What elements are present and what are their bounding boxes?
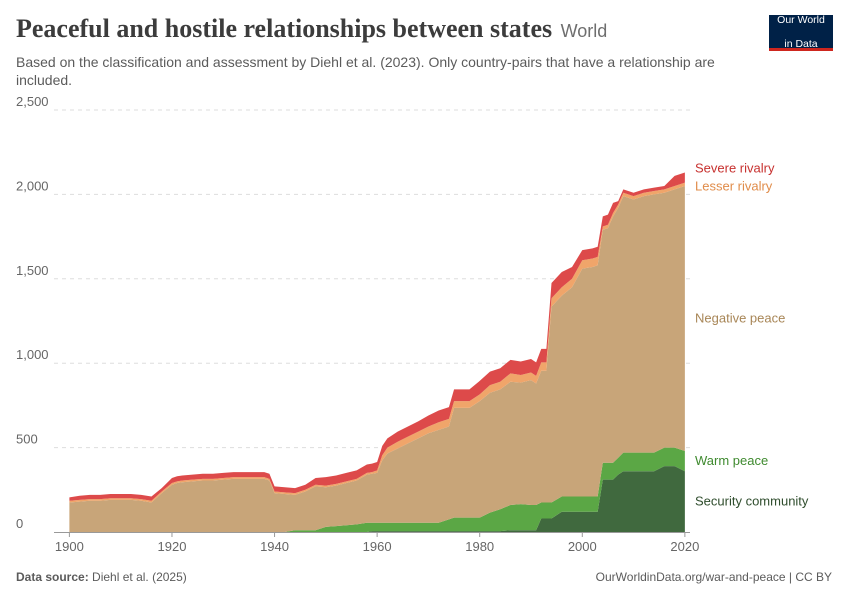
logo-line-1: Our World [777,13,825,26]
area-security-community [69,466,685,532]
series-label: Negative peace [695,310,785,325]
series-label: Security community [695,494,809,509]
series-label: Warm peace [695,453,768,468]
y-tick-label: 2,000 [16,178,49,193]
y-tick-label: 1,000 [16,347,49,362]
series-label: Severe rivalry [695,161,775,176]
x-tick-label: 1900 [55,539,84,554]
chart-subtitle: Based on the classification and assessme… [16,54,715,88]
owid-logo[interactable]: Our World in Data [769,13,833,51]
source-url[interactable]: OurWorldinData.org/war-and-peace | CC BY [595,570,832,584]
data-source-label: Data source: [16,570,89,584]
chart-title-text: Peaceful and hostile relationships betwe… [16,14,553,43]
y-tick-label: 2,500 [16,94,49,109]
y-tick-label: 500 [16,432,38,447]
logo-line-2: in Data [784,37,818,50]
y-tick-label: 0 [16,516,23,531]
data-source-value[interactable]: Diehl et al. (2025) [92,570,187,584]
x-tick-label: 2000 [568,539,597,554]
x-tick-label: 1920 [158,539,187,554]
data-source: Data source: Diehl et al. (2025) [16,570,187,584]
x-tick-label: 1940 [260,539,289,554]
entity-label: World [560,21,608,41]
area-warm-peace [69,447,685,532]
area-negative-peace [69,185,685,532]
x-tick-label: 2020 [670,539,699,554]
chart-title: Peaceful and hostile relationships betwe… [16,14,607,44]
y-tick-label: 1,500 [16,263,49,278]
series-label: Lesser rivalry [695,179,773,194]
x-tick-label: 1980 [465,539,494,554]
x-tick-label: 1960 [363,539,392,554]
